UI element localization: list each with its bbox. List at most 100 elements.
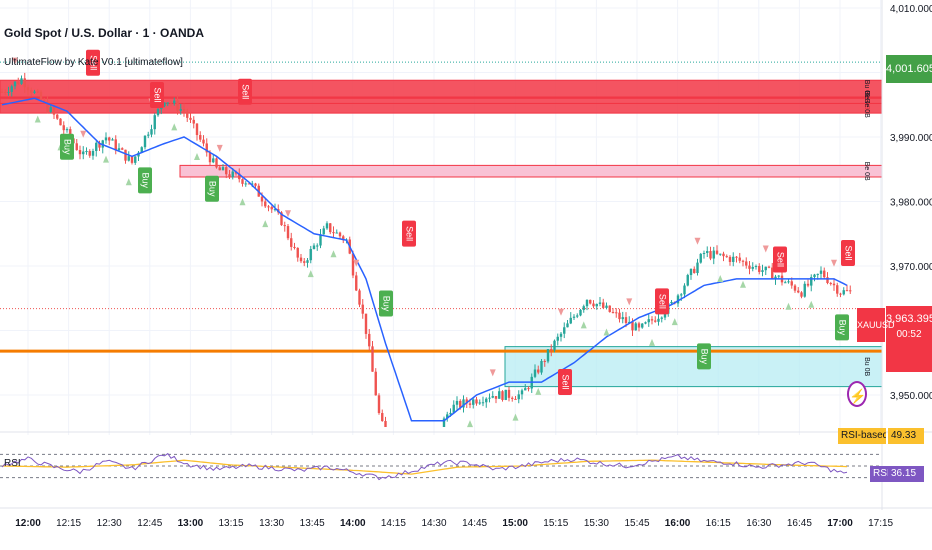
candle-body [491,396,494,398]
triangle-down [80,130,87,138]
triangle-down [558,308,564,316]
x-tick-label: 16:15 [706,518,731,529]
x-tick-label: 13:45 [300,518,325,529]
candle-body [121,148,124,150]
candle-body [819,270,823,274]
candle-body [377,395,381,414]
ma-line [1,97,848,422]
triangle-down [353,259,360,267]
candle-body [631,321,634,331]
candle-body [585,299,589,307]
candle-body [829,283,832,285]
candle-body [774,276,777,280]
candle-body [150,129,153,135]
signal-text: Sell [405,226,415,241]
triangle-up [125,178,132,186]
sell-signal-label [86,49,100,76]
candle-body [104,137,108,141]
candle-body [199,135,202,140]
triangle-up [808,300,815,308]
candle-body [660,317,663,319]
candle-body [381,413,384,422]
candle-body [283,225,286,227]
candle-body [501,391,504,400]
candle-body [787,281,790,283]
bolt-icon[interactable]: ⚡ [847,381,867,407]
candle-body [676,295,680,304]
triangle-up [262,220,269,228]
candle-body [634,323,637,331]
sell-signal-label [773,246,787,273]
zone-tag: Be 0B [863,99,870,118]
candle-body [842,290,845,295]
x-tick-label: 13:15 [218,518,243,529]
triangle-down [285,210,291,218]
candle-body [618,312,621,320]
candle-body [192,119,195,124]
signal-text: Sell [153,87,163,102]
candle-body [800,292,803,297]
chart-title: Gold Spot / U.S. Dollar · 1 · OANDA [4,26,205,40]
signal-text: Buy [700,349,710,365]
candle-body [225,167,228,175]
triangle-up [535,387,542,395]
indicator-name[interactable]: UltimateFlow by Kate V0.1 [ultimateflow] [4,57,183,68]
candle-body [540,360,543,373]
x-tick-label: 14:30 [421,518,446,529]
candle-body [823,270,826,278]
candle-body [88,151,91,156]
candle-body [465,399,468,404]
x-tick-label: 14:45 [462,518,487,529]
candle-body [572,316,576,318]
candle-body [793,285,797,291]
candle-body [355,275,358,291]
candle-body [4,91,7,93]
buy-signal-label [697,343,711,370]
candle-body [628,321,631,323]
candle-body [657,318,660,322]
candle-body [114,139,117,151]
candle-body [751,266,754,269]
candle-body [563,327,566,334]
candle-body [85,151,88,153]
x-tick-label: 12:15 [56,518,81,529]
candle-body [741,260,745,262]
candle-body [267,206,270,208]
candle-body [654,320,657,322]
signal-text: Sell [561,374,571,389]
candle-body [680,294,683,296]
candle-body [247,183,251,185]
candle-body [693,268,696,274]
signal-labels: Buy Buy Buy Buy Buy Buy Sell Sell Sell Sell Sell Se… [60,49,855,395]
rsi-pane [0,431,932,497]
candle-body [299,257,303,262]
candle-body [670,301,673,304]
candle-body [689,268,693,276]
candle-body [173,100,176,104]
x-tick-label: 17:15 [868,518,893,529]
rsi-line [1,452,848,481]
candle-body [592,303,595,307]
candle-body [124,149,127,161]
candle-body [576,315,579,317]
candle-body [309,248,312,261]
candle-body [446,414,449,419]
x-tick-label: 16:45 [787,518,812,529]
candle-body [524,388,527,391]
candle-body [611,311,615,313]
triangle-up [239,198,246,206]
candle-body [78,150,82,155]
price-tag-top: 4,001.6050 [886,55,932,83]
x-tick-label: 12:45 [137,518,162,529]
candle-body [134,156,137,163]
candle-body [621,317,624,320]
candle-body [754,266,758,268]
candle-body [218,167,221,171]
zone-bear_light [179,164,883,178]
candle-body [602,302,605,308]
triangle-down [762,245,769,253]
candle-body [312,245,316,249]
y-tick-label: 3,980.0000 [890,198,932,209]
triangle-up [103,155,109,163]
